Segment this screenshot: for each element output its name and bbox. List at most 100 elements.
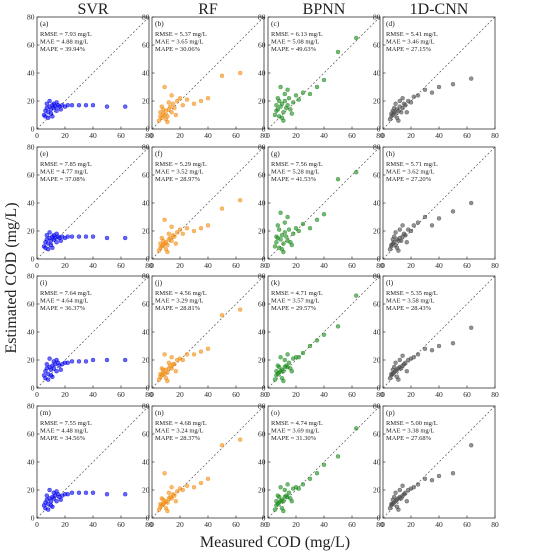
data-point: [169, 366, 174, 371]
x-tick-label: 20: [176, 131, 184, 140]
data-point: [104, 104, 110, 109]
data-point: [393, 490, 398, 495]
y-tick-label: 40: [258, 458, 266, 467]
y-tick-label: 0: [262, 255, 266, 264]
data-point: [300, 90, 306, 95]
metric-text: RMSE = 4.71 mg/L: [271, 290, 323, 297]
data-point: [314, 217, 320, 223]
y-tick-label: 0: [377, 125, 381, 134]
data-point: [422, 346, 428, 351]
x-tick-label: 0: [150, 261, 154, 270]
x-tick-label: 80: [260, 261, 268, 270]
metric-text: RMSE = 4.74 mg/L: [271, 420, 323, 427]
data-point: [65, 102, 71, 108]
y-tick-label: 0: [146, 514, 150, 523]
metric-text: MAPE = 39.94%: [40, 46, 86, 53]
data-point: [158, 501, 163, 507]
data-point: [403, 360, 408, 365]
metric-text: MAE = 3.29 mg/L: [155, 298, 203, 305]
data-point: [282, 220, 287, 225]
y-tick-label: 60: [373, 300, 381, 309]
data-point: [307, 91, 313, 97]
data-point: [191, 352, 197, 357]
data-point: [415, 93, 421, 98]
data-point: [58, 107, 63, 112]
metric-text: RMSE = 5.41 mg/L: [386, 31, 438, 38]
data-point: [237, 307, 243, 312]
data-point: [335, 324, 341, 329]
x-tick-label: 40: [204, 131, 212, 140]
x-axis-label: Measured COD (mg/L): [200, 534, 350, 551]
metric-text: MAPE = 28.43%: [386, 305, 432, 312]
panel-label: (g): [271, 149, 280, 158]
data-point: [277, 227, 282, 232]
data-point: [321, 211, 327, 217]
data-point: [174, 230, 180, 235]
panel-label: (l): [386, 278, 394, 287]
data-point: [415, 482, 421, 487]
data-point: [177, 227, 183, 232]
data-point: [469, 200, 474, 206]
data-point: [205, 346, 211, 351]
x-tick-label: 80: [376, 131, 384, 140]
data-point: [165, 500, 170, 505]
x-tick-label: 60: [463, 261, 471, 270]
y-tick-label: 40: [142, 69, 150, 78]
y-tick-label: 0: [31, 125, 35, 134]
metric-text: MAE = 5.08 mg/L: [271, 39, 319, 46]
panel-label: (a): [40, 19, 49, 28]
data-point: [174, 98, 180, 104]
y-tick-label: 80: [373, 272, 381, 281]
y-tick-label: 60: [373, 41, 381, 50]
x-tick-label: 40: [435, 520, 443, 529]
y-tick-label: 60: [27, 171, 35, 180]
data-point: [296, 97, 301, 102]
data-point: [393, 111, 398, 116]
x-tick-label: 20: [176, 520, 184, 529]
data-point: [285, 352, 290, 357]
data-point: [399, 109, 404, 115]
data-point: [408, 100, 414, 105]
data-point: [165, 508, 170, 514]
x-tick-label: 40: [320, 131, 328, 140]
data-point: [43, 245, 48, 251]
y-tick-label: 60: [27, 41, 35, 50]
x-tick-label: 80: [145, 261, 153, 270]
x-tick-label: 80: [491, 390, 499, 399]
data-point: [180, 102, 186, 108]
panel-label: (o): [271, 408, 280, 417]
data-point: [191, 485, 197, 490]
data-point: [180, 357, 186, 363]
y-tick-label: 40: [373, 328, 381, 337]
metric-text: MAE = 3.46 mg/L: [386, 39, 434, 46]
data-point: [169, 93, 174, 98]
data-point: [47, 356, 52, 361]
data-point: [122, 357, 128, 363]
data-point: [403, 490, 408, 495]
data-point: [400, 223, 405, 228]
x-tick-label: 60: [463, 520, 471, 529]
metric-text: RMSE = 4.56 mg/L: [155, 290, 207, 297]
y-tick-label: 0: [262, 125, 266, 134]
y-tick-label: 80: [258, 13, 266, 22]
data-point: [450, 471, 456, 476]
data-point: [83, 490, 89, 495]
data-point: [291, 231, 296, 237]
data-point: [54, 369, 59, 374]
panel-p: 00 20 20 40 40 60 60 80 80 (p) RMSE = 5.00 mg/LMAE…: [373, 402, 499, 530]
data-point: [314, 338, 320, 343]
x-tick-label: 20: [292, 261, 300, 270]
x-tick-label: 0: [266, 520, 270, 529]
data-point: [47, 230, 52, 235]
x-tick-label: 0: [381, 131, 385, 140]
data-point: [69, 102, 75, 108]
data-point: [289, 111, 294, 116]
x-tick-label: 40: [89, 131, 97, 140]
data-point: [54, 239, 59, 245]
data-point: [411, 485, 416, 490]
metric-text: MAPE = 37.08%: [40, 176, 86, 183]
panel-label: (p): [386, 408, 395, 417]
y-tick-label: 80: [27, 402, 35, 411]
data-point: [429, 478, 435, 483]
data-point: [43, 506, 48, 511]
